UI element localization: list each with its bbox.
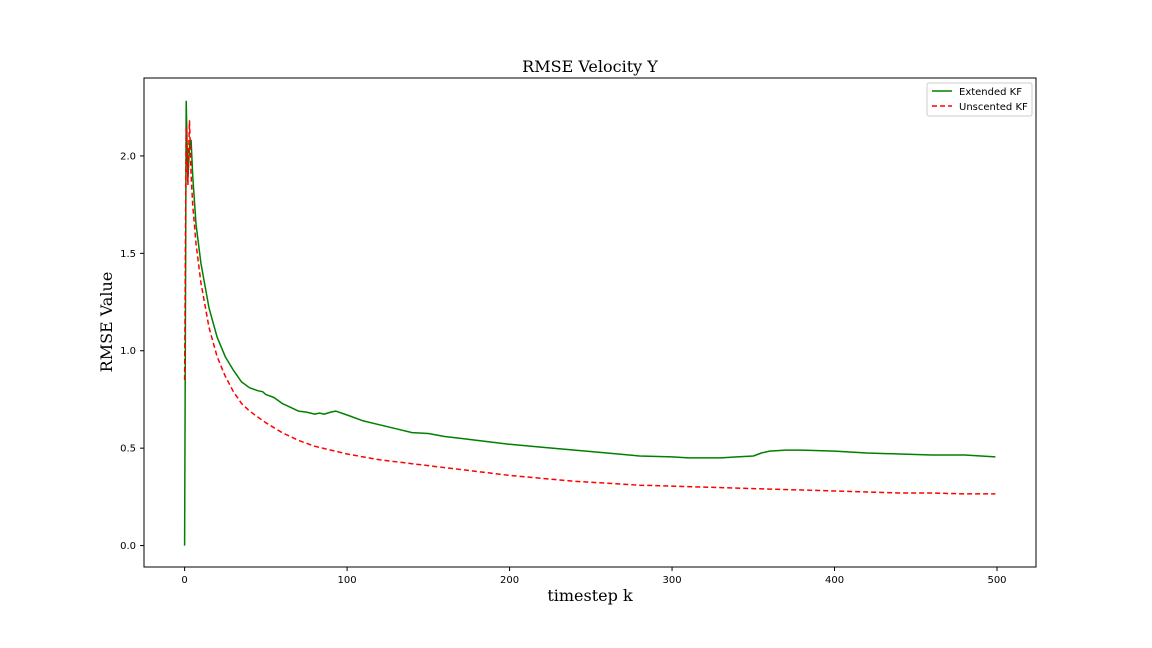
plot-frame bbox=[143, 77, 1037, 568]
x-tick-label: 0 bbox=[181, 575, 187, 586]
x-axis-label: timestep k bbox=[547, 586, 633, 605]
y-tick-label: 1.0 bbox=[120, 346, 136, 357]
legend-label-unscented-kf: Unscented KF bbox=[959, 102, 1028, 113]
y-tick-label: 1.5 bbox=[120, 249, 136, 260]
x-axis: 0 100 200 300 400 500 bbox=[181, 567, 1007, 586]
series-line-unscented-kf bbox=[183, 120, 996, 495]
x-tick-label: 300 bbox=[663, 575, 682, 586]
y-tick-label: 2.0 bbox=[120, 151, 136, 162]
plot-series-layer bbox=[183, 100, 996, 546]
legend: Extended KF Unscented KF bbox=[926, 82, 1033, 117]
y-tick-label: 0.5 bbox=[120, 444, 136, 455]
chart-title: RMSE Velocity Y bbox=[522, 57, 658, 76]
y-tick-label: 0.0 bbox=[120, 541, 136, 552]
x-tick-label: 500 bbox=[987, 575, 1006, 586]
legend-label-extended-kf: Extended KF bbox=[959, 87, 1022, 98]
x-tick-label: 100 bbox=[338, 575, 357, 586]
y-axis-label: RMSE Value bbox=[97, 272, 116, 373]
x-tick-label: 200 bbox=[500, 575, 519, 586]
series-line-extended-kf bbox=[183, 100, 996, 546]
legend-box bbox=[926, 82, 1033, 117]
y-axis: 0.0 0.5 1.0 1.5 2.0 bbox=[120, 151, 144, 552]
x-tick-label: 400 bbox=[825, 575, 844, 586]
